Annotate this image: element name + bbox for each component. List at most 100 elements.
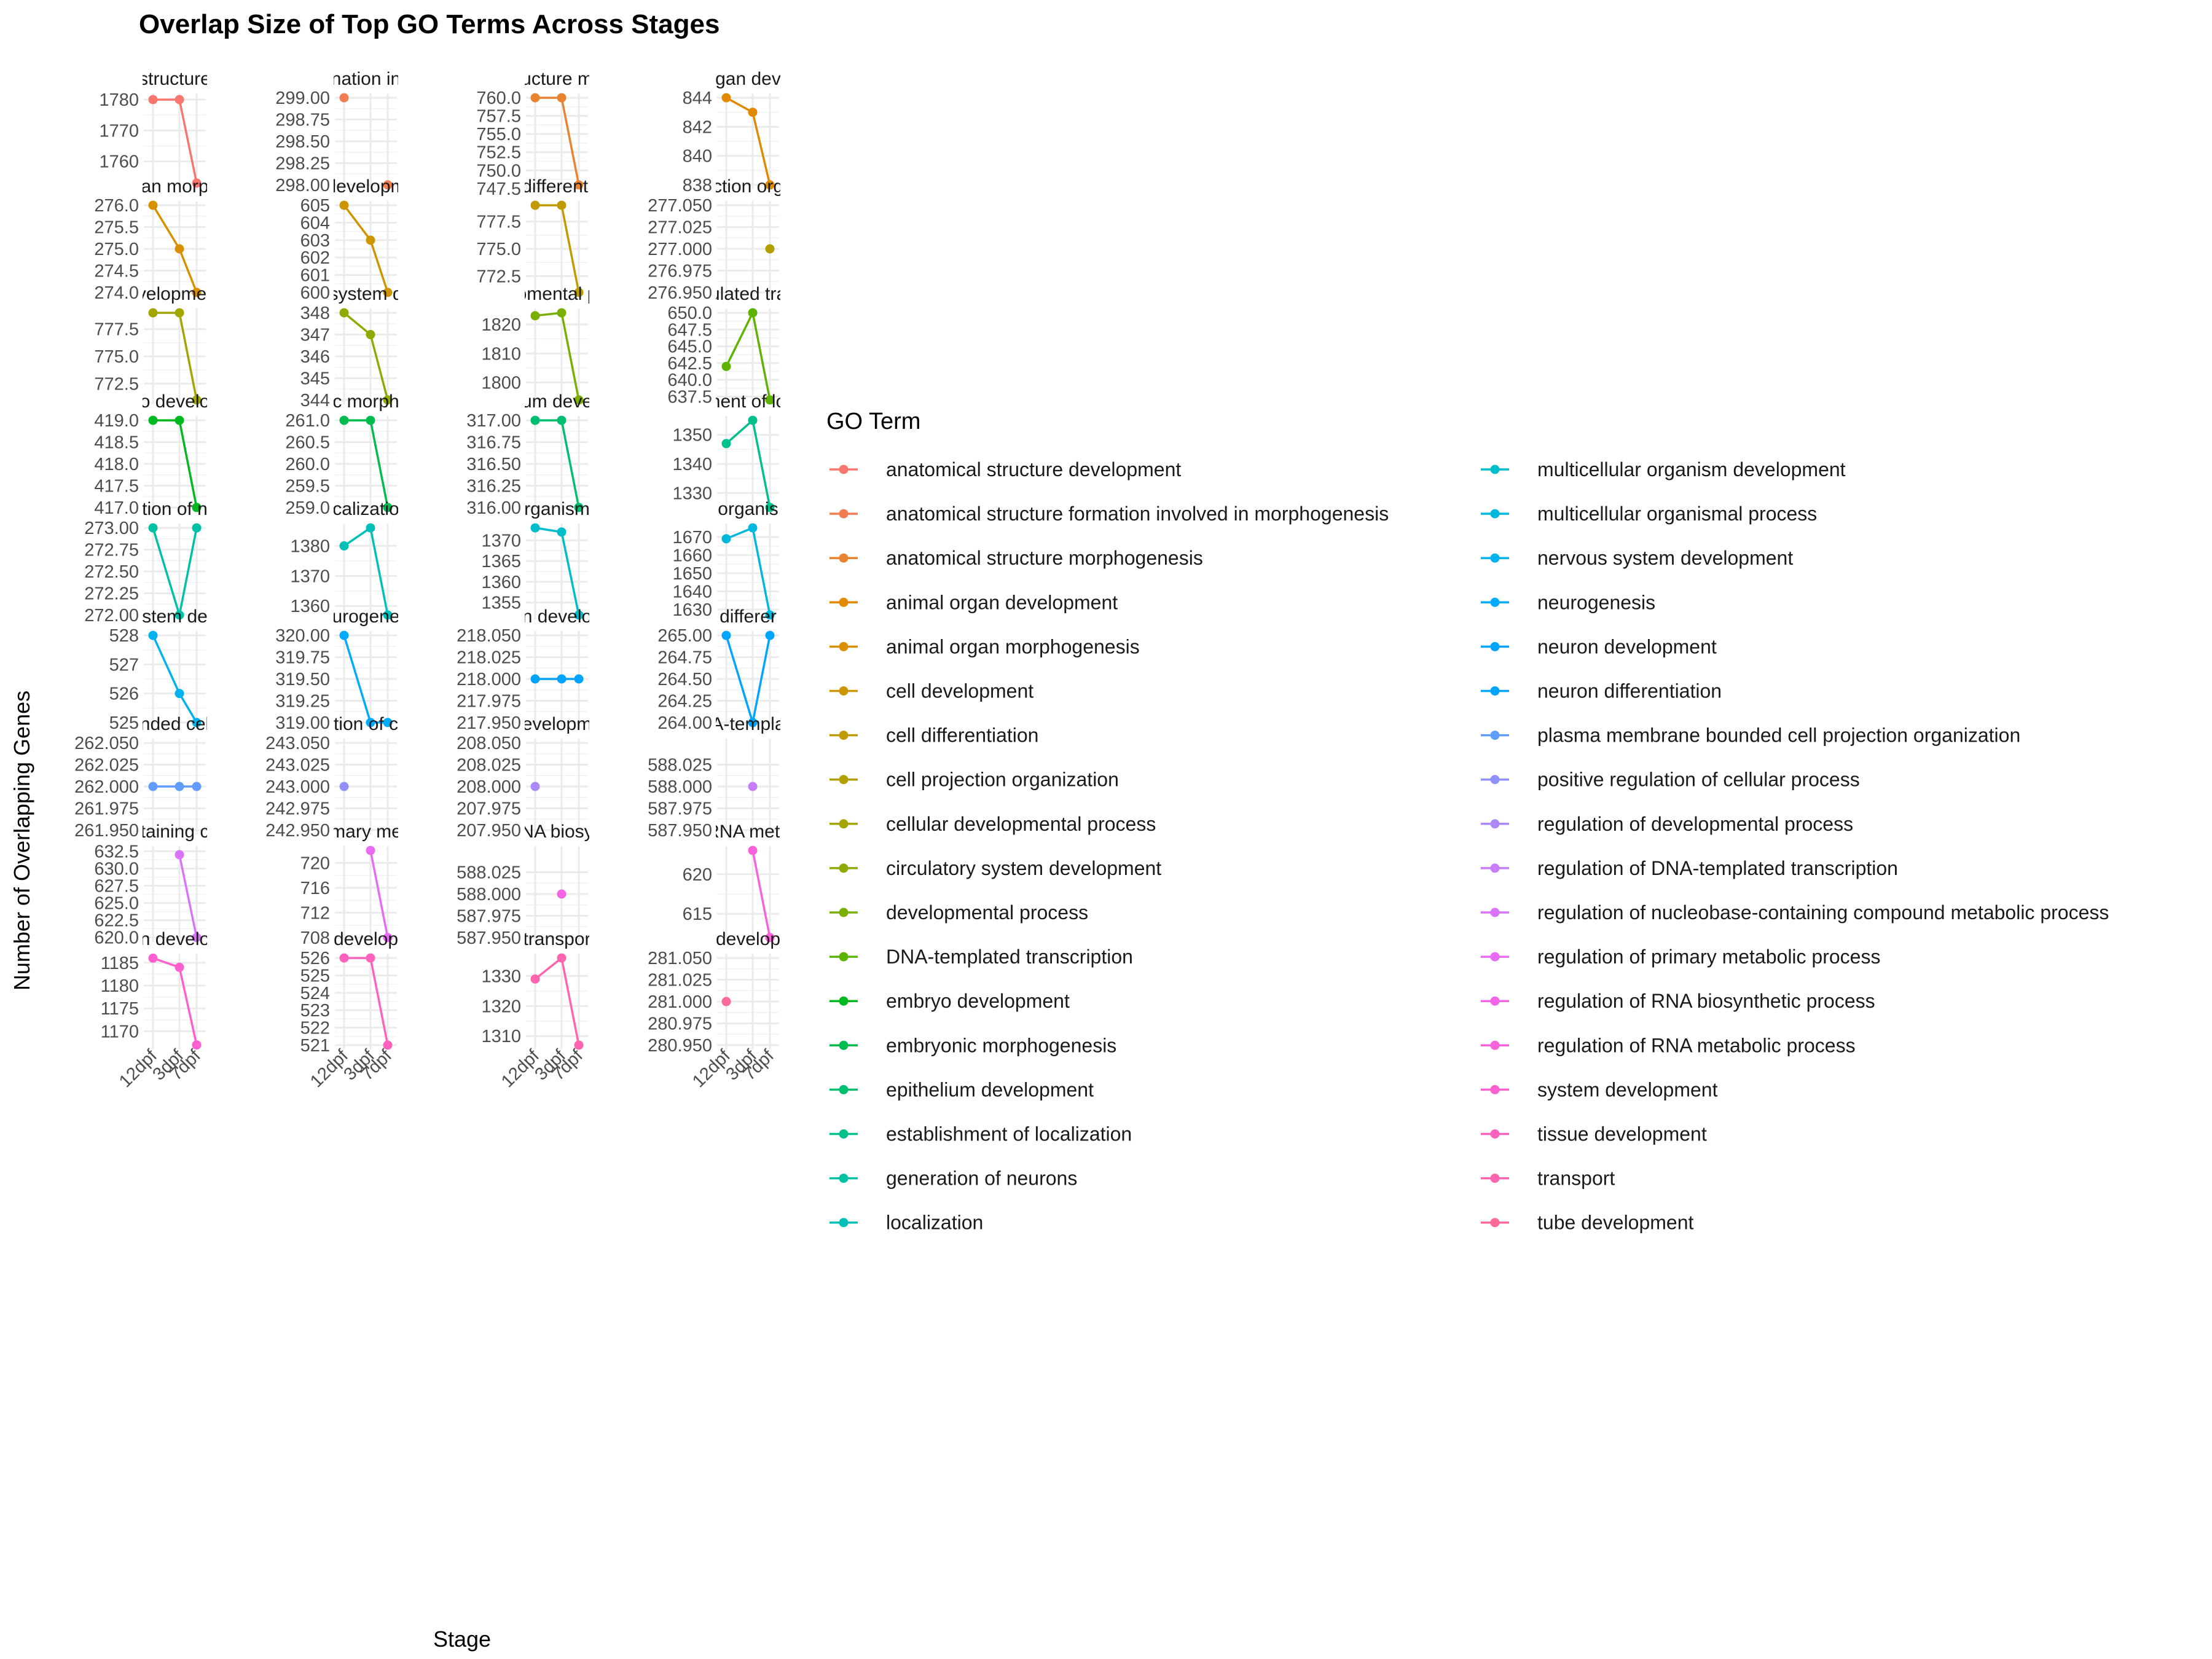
legend-label: tissue development [1537, 1123, 1707, 1145]
legend-label: anatomical structure development [886, 458, 1181, 480]
series-line [152, 957, 180, 968]
facet-strip-title: calizatio [332, 499, 399, 519]
facet-strip-title: NA biosy [520, 822, 593, 842]
facet-strip-title: evelopm [522, 714, 592, 734]
facet-strip-title: o develo [140, 391, 210, 412]
data-point [192, 718, 202, 728]
legend-item: cellular developmental process [830, 813, 1156, 835]
data-point [175, 95, 184, 104]
facet-panel: nded cel 261.950 261.975 262.000 262.025 262.… [74, 714, 207, 841]
data-point [383, 718, 393, 728]
y-tick-label: 587.975 [648, 799, 712, 818]
data-point [383, 395, 393, 405]
legend-item: regulation of RNA biosynthetic process [1481, 990, 1875, 1012]
legend-dot [839, 1129, 849, 1139]
y-tick-label: 319.50 [275, 670, 330, 689]
data-point [557, 93, 567, 103]
legend-item: localization [830, 1212, 983, 1234]
facet-panel: tion of n 272.00 272.25 272.50 272.75 273.00 [84, 499, 207, 626]
y-tick-label: 1360 [290, 597, 330, 616]
legend-dot [1490, 908, 1500, 917]
legend-dot [1490, 597, 1500, 607]
y-tick-label: 261.0 [285, 411, 330, 431]
legend-label: establishment of localization [886, 1123, 1132, 1145]
y-tick-label: 526 [300, 949, 330, 968]
facet-panel: mary me 708 712 716 720 [300, 822, 398, 948]
y-tick-label: 419.0 [94, 411, 139, 431]
y-tick-label: 630.0 [94, 859, 139, 879]
legend-item: transport [1481, 1167, 1615, 1190]
facet-strip-title: differer [720, 606, 777, 627]
y-tick-label: 208.050 [457, 734, 521, 753]
legend-item: positive regulation of cellular process [1481, 769, 1860, 791]
series-line [560, 531, 580, 616]
y-tick-label: 1640 [672, 582, 712, 602]
facet-strip-title: organis [718, 499, 778, 519]
y-axis-label: Number of Overlapping Genes [9, 691, 34, 990]
data-point [148, 308, 158, 318]
data-point [366, 845, 375, 855]
data-point [574, 674, 584, 684]
series-line [751, 850, 771, 938]
legend-label: regulation of RNA biosynthetic process [1537, 990, 1875, 1012]
facet-strip-title: n develo [522, 606, 592, 627]
series-line [343, 527, 371, 547]
y-tick-label: 588.025 [457, 863, 521, 883]
legend-label: regulation of primary metabolic process [1537, 946, 1880, 968]
y-tick-label: 604 [300, 213, 330, 233]
y-tick-label: 259.5 [285, 476, 330, 496]
data-point [175, 689, 184, 699]
legend-label: cell projection organization [886, 769, 1119, 791]
facet-strip-title: system d [329, 284, 402, 304]
series-line [751, 420, 771, 508]
y-tick-label: 217.975 [457, 691, 521, 711]
legend-label: system development [1537, 1078, 1718, 1100]
y-tick-label: 528 [109, 626, 139, 646]
y-tick-label: 208.025 [457, 756, 521, 775]
y-tick-label: 243.050 [265, 734, 330, 753]
y-tick-label: 625.0 [94, 894, 139, 914]
y-tick-label: 588.000 [648, 777, 712, 797]
data-point [721, 439, 731, 449]
legend-item: regulation of nucleobase-containing comp… [1481, 901, 2109, 924]
y-tick-label: 523 [300, 1001, 330, 1021]
y-tick-label: 1630 [672, 600, 712, 620]
legend-label: embryonic morphogenesis [886, 1034, 1116, 1056]
y-tick-label: 1175 [101, 999, 139, 1019]
facet-strip-title: developm [326, 176, 406, 197]
legend-dot [839, 819, 849, 829]
y-tick-label: 281.050 [648, 949, 712, 968]
series-line [560, 312, 580, 401]
facet-panel: velopmer 772.5 775.0 777.5 [94, 284, 213, 405]
legend-item: establishment of localization [830, 1123, 1132, 1145]
facet-panel: RNA meta 615 620 [683, 822, 780, 943]
y-tick-label: 281.025 [648, 971, 712, 990]
data-point [748, 718, 758, 728]
y-tick-label: 243.025 [265, 756, 330, 775]
y-tick-label: 603 [300, 231, 330, 251]
y-tick-label: 218.050 [457, 626, 521, 646]
y-tick-label: 587.950 [457, 928, 521, 948]
data-point [557, 889, 567, 899]
legend-label: localization [886, 1212, 983, 1234]
data-point [530, 523, 540, 533]
facet-panel: gan dev 838 840 842 844 [683, 69, 780, 195]
series-line [751, 527, 771, 616]
facet-strip-title: velopmer [137, 284, 213, 304]
legend-label: transport [1537, 1167, 1615, 1190]
data-point [574, 1040, 584, 1050]
y-tick-label: 316.25 [466, 476, 521, 496]
y-tick-label: 760.0 [476, 88, 521, 108]
y-tick-label: 242.975 [265, 799, 330, 818]
y-tick-label: 777.5 [476, 213, 521, 232]
data-point [765, 503, 775, 512]
facet-strip-title: nation in [331, 69, 401, 89]
facet-strip-title: structure [139, 69, 211, 89]
series-line [725, 312, 754, 367]
legend-label: neuron differentiation [1537, 680, 1722, 702]
legend-dot [1490, 863, 1500, 873]
facet-strip-title: differenti [522, 176, 592, 197]
y-tick-label: 418.5 [94, 433, 139, 453]
y-tick-label: 319.75 [275, 648, 330, 668]
